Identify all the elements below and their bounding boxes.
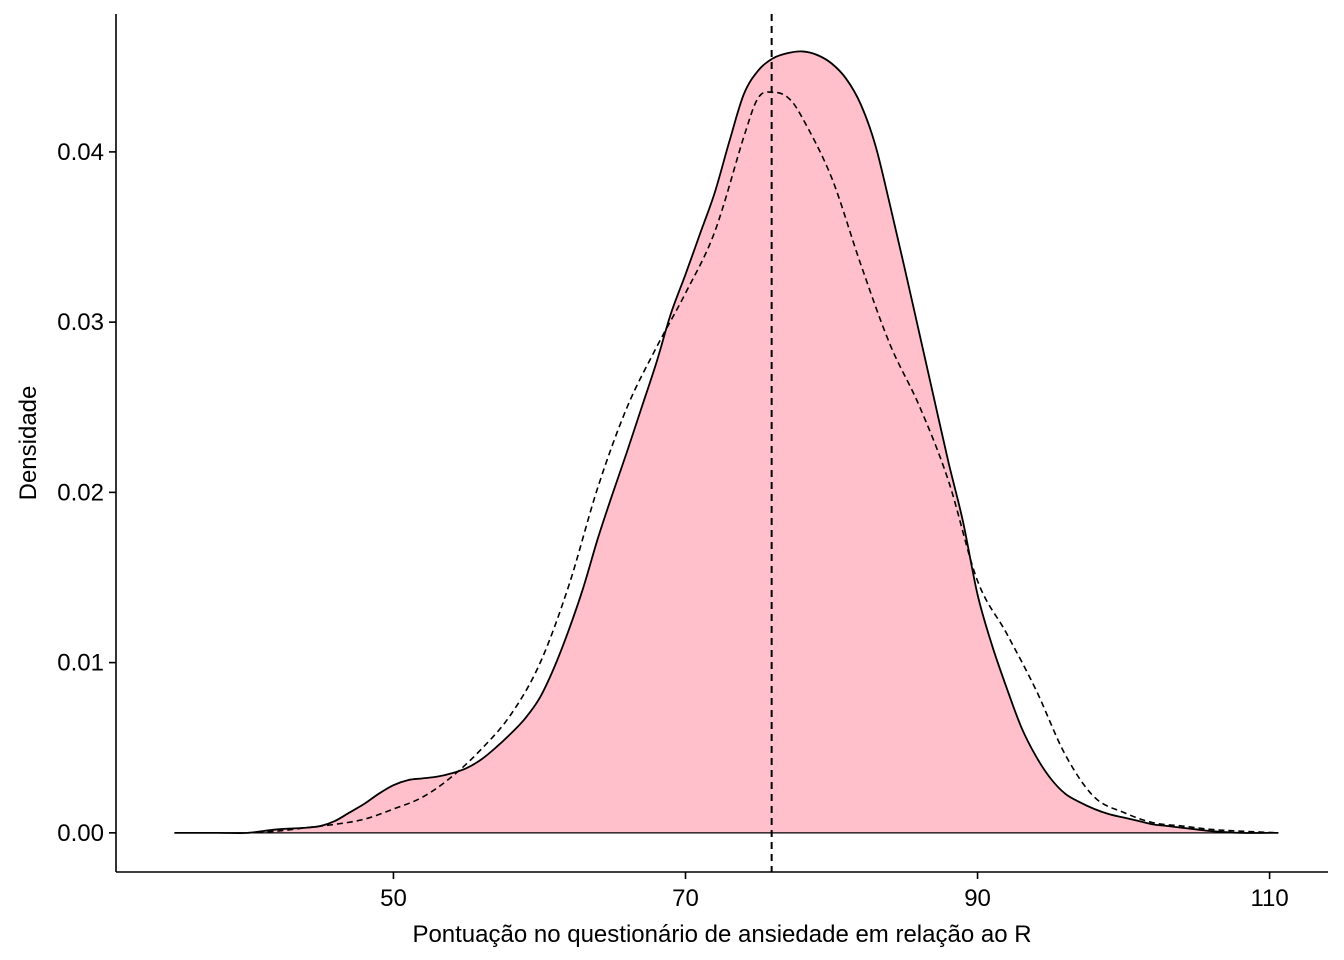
observed-density-fill bbox=[174, 51, 1279, 834]
y-tick-label: 0.04 bbox=[57, 139, 104, 166]
y-tick-label: 0.00 bbox=[57, 820, 104, 847]
plot-area bbox=[174, 14, 1279, 872]
observed-density-line bbox=[174, 50, 1279, 834]
x-axis-title: Pontuação no questionário de ansiedade e… bbox=[412, 921, 1031, 948]
y-tick-label: 0.03 bbox=[57, 309, 104, 336]
normal-density-line bbox=[247, 91, 1279, 834]
y-tick-label: 0.02 bbox=[57, 479, 104, 506]
x-tick-label: 90 bbox=[964, 885, 991, 912]
y-axis-ticks: 0.00 0.01 0.02 0.03 0.04 bbox=[57, 139, 116, 847]
y-axis-title: Densidade bbox=[15, 386, 42, 501]
x-tick-label: 50 bbox=[380, 885, 407, 912]
x-tick-label: 70 bbox=[672, 885, 699, 912]
x-tick-label: 110 bbox=[1250, 885, 1288, 912]
y-tick-label: 0.01 bbox=[57, 650, 104, 677]
x-axis-ticks: 50 70 90 110 bbox=[380, 872, 1289, 912]
